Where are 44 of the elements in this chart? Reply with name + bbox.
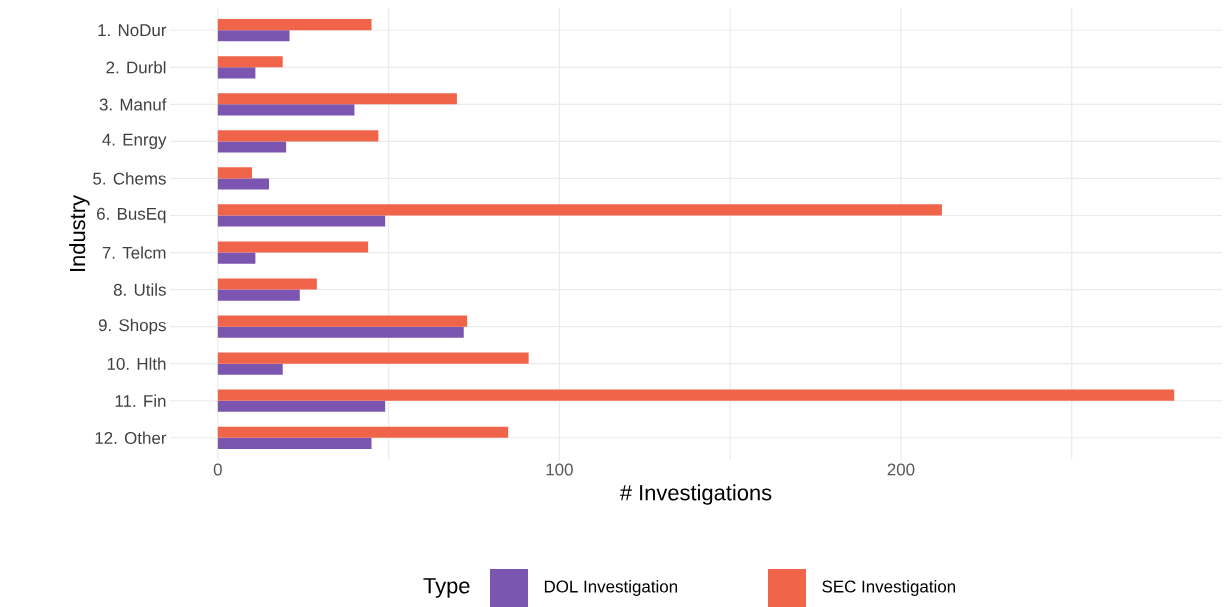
bar — [217, 56, 283, 68]
bar — [217, 326, 464, 338]
bar — [217, 315, 468, 327]
bar — [217, 437, 372, 449]
bar — [217, 93, 457, 105]
bar — [217, 352, 529, 364]
x-tick-label: 200 — [887, 463, 915, 476]
bar — [217, 167, 252, 179]
y-tick-label: 8. Utils — [113, 283, 166, 296]
x-axis-title: # Investigations — [619, 484, 772, 505]
bar — [217, 278, 317, 290]
bar — [217, 30, 290, 42]
bar — [217, 389, 1175, 401]
y-axis-title: Industry — [69, 195, 90, 271]
bar — [217, 426, 509, 438]
y-tick-label: 1. NoDur — [98, 24, 167, 37]
y-tick-label: 3. Manuf — [99, 98, 167, 111]
legend-title: Type — [423, 578, 470, 598]
y-tick-label: 10. Hlth — [107, 357, 166, 370]
y-tick-label: 4. Enrgy — [102, 133, 167, 149]
bar — [217, 178, 270, 190]
bar — [217, 252, 256, 264]
bar — [217, 363, 283, 375]
y-tick-label: 2. Durbl — [106, 61, 166, 74]
y-tick-label: 9. Shops — [98, 318, 166, 335]
y-tick-label: 12. Other — [95, 431, 167, 444]
bar — [217, 19, 372, 31]
bar — [217, 141, 287, 153]
legend-label: DOL Investigation — [544, 580, 678, 596]
y-tick-label: 6. BusEq — [97, 207, 166, 224]
bar — [217, 241, 369, 253]
bar — [217, 289, 300, 301]
y-tick-label: 7. Telcm — [102, 246, 166, 259]
x-tick-label: 100 — [546, 463, 573, 476]
y-tick-label: 5. Chems — [93, 172, 166, 185]
bar — [217, 204, 942, 216]
legend-label: SEC Investigation — [822, 580, 956, 596]
y-tick-label: 11. Fin — [115, 394, 166, 407]
x-tick-label: 0 — [213, 463, 222, 476]
bar — [217, 67, 256, 79]
bar — [217, 130, 379, 142]
bar — [217, 215, 386, 227]
bar — [217, 400, 386, 412]
bar — [217, 104, 355, 116]
